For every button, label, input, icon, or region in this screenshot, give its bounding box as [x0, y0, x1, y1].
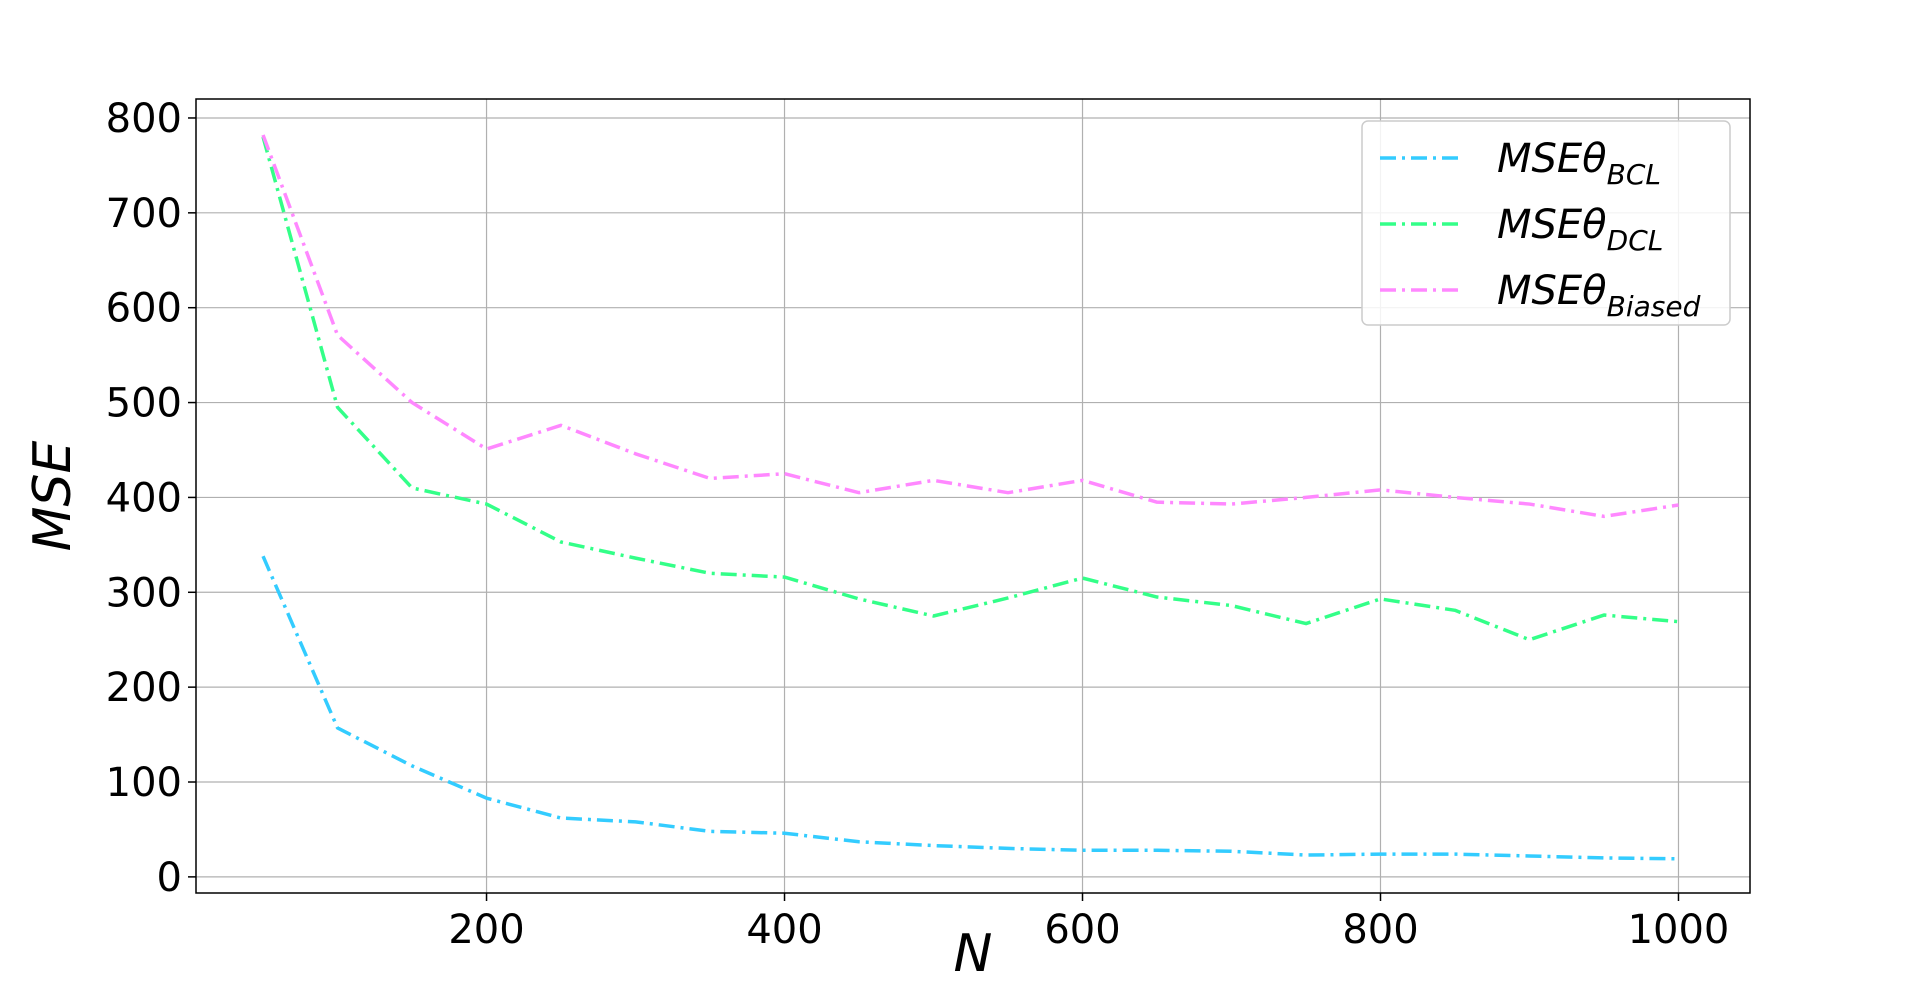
- data-point: [1304, 495, 1308, 499]
- legend-label: MSEθBiased: [1497, 268, 1701, 323]
- data-point: [1155, 595, 1159, 599]
- series-line-dcl: [261, 136, 1679, 642]
- data-point: [1378, 852, 1382, 856]
- x-tick-label: 800: [1342, 907, 1418, 953]
- legend-label: MSEθDCL: [1497, 202, 1663, 257]
- legend-label-subscript: DCL: [1607, 224, 1664, 257]
- data-point: [1006, 846, 1010, 850]
- data-point: [708, 476, 712, 480]
- data-point: [1081, 576, 1085, 580]
- data-point: [485, 502, 489, 506]
- data-point: [336, 726, 340, 730]
- data-point: [708, 829, 712, 833]
- data-point: [1527, 854, 1531, 858]
- data-point: [1676, 620, 1680, 624]
- data-point: [559, 816, 563, 820]
- y-tick-label: 300: [106, 570, 182, 616]
- legend-label-main: MSEθ: [1497, 268, 1607, 314]
- y-tick-label: 500: [106, 381, 182, 427]
- data-point: [485, 796, 489, 800]
- data-point: [1453, 495, 1457, 499]
- data-point: [1155, 848, 1159, 852]
- y-tick-label: 100: [106, 760, 182, 806]
- data-point: [410, 486, 414, 490]
- series-layer: [261, 133, 1680, 861]
- data-point: [1006, 596, 1010, 600]
- data-point: [634, 820, 638, 824]
- data-point: [1527, 502, 1531, 506]
- data-point: [261, 554, 265, 558]
- data-point: [1304, 853, 1308, 857]
- legend-label-main: MSEθ: [1497, 136, 1607, 182]
- data-point: [1155, 500, 1159, 504]
- data-point: [1081, 848, 1085, 852]
- x-tick-label: 600: [1044, 907, 1120, 953]
- series-line-biased: [261, 134, 1679, 519]
- data-point: [634, 452, 638, 456]
- data-point: [857, 597, 861, 601]
- legend-label-subscript: BCL: [1607, 158, 1661, 191]
- y-axis-title: MSE: [23, 440, 83, 551]
- data-point: [1081, 478, 1085, 482]
- data-point: [485, 447, 489, 451]
- data-point: [410, 764, 414, 768]
- data-point: [1230, 502, 1234, 506]
- data-point: [1676, 503, 1680, 507]
- data-point: [1006, 491, 1010, 495]
- x-tick-label: 1000: [1628, 907, 1730, 953]
- data-point: [336, 405, 340, 409]
- y-tick-label: 0: [157, 855, 182, 901]
- data-point: [1378, 597, 1382, 601]
- data-point: [1453, 852, 1457, 856]
- plot-frame: [195, 98, 1751, 894]
- data-point: [336, 333, 340, 337]
- data-point: [783, 472, 787, 476]
- data-point: [1676, 857, 1680, 861]
- series-line-bcl: [261, 555, 1679, 861]
- data-point: [1602, 856, 1606, 860]
- data-point: [559, 423, 563, 427]
- data-point: [410, 401, 414, 405]
- legend-label-main: MSEθ: [1497, 202, 1607, 248]
- legend-label: MSEθBCL: [1497, 136, 1661, 191]
- x-axis-title: N: [954, 924, 993, 981]
- data-point: [932, 478, 936, 482]
- y-tick-label: 600: [106, 286, 182, 332]
- data-point: [932, 614, 936, 618]
- data-point: [783, 575, 787, 579]
- data-point: [1230, 849, 1234, 853]
- data-point: [1378, 488, 1382, 492]
- x-tick-label: 400: [746, 907, 822, 953]
- data-point: [634, 556, 638, 560]
- data-point: [932, 844, 936, 848]
- data-point: [1304, 622, 1308, 626]
- data-point: [1602, 613, 1606, 617]
- tick-layer: 200 400 600 800 1000 0 100 200 300 400 500 600 700 80…: [106, 96, 1730, 953]
- data-point: [857, 840, 861, 844]
- legend-box: [1361, 120, 1731, 326]
- legend-label-subscript: Biased: [1607, 290, 1701, 323]
- y-tick-label: 200: [106, 665, 182, 711]
- data-point: [857, 491, 861, 495]
- data-point: [1453, 608, 1457, 612]
- data-point: [1527, 638, 1531, 642]
- data-point: [1602, 514, 1606, 518]
- data-point: [1230, 604, 1234, 608]
- y-tick-label: 400: [106, 475, 182, 521]
- data-point: [261, 133, 265, 137]
- data-point: [559, 540, 563, 544]
- data-point: [783, 831, 787, 835]
- y-tick-label: 800: [106, 96, 182, 142]
- x-tick-label: 200: [448, 907, 524, 953]
- data-point: [708, 571, 712, 575]
- y-tick-label: 700: [106, 191, 182, 237]
